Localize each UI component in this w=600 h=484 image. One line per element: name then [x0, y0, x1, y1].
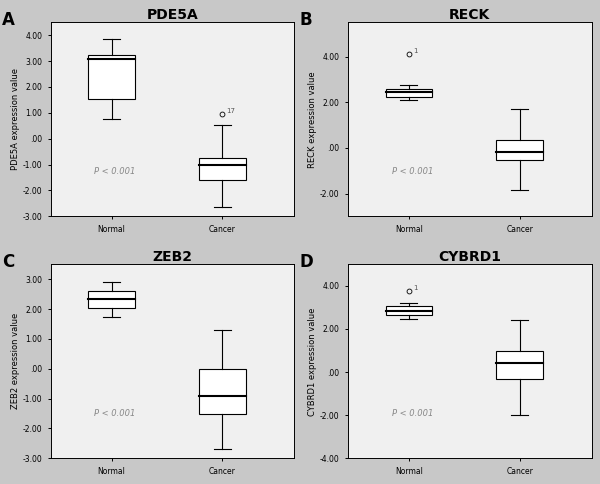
Text: D: D: [299, 253, 313, 271]
Bar: [496, 350, 543, 378]
Y-axis label: ZEB2 expression value: ZEB2 expression value: [11, 313, 20, 409]
Text: 17: 17: [227, 108, 236, 114]
Text: 1: 1: [413, 285, 418, 291]
Y-axis label: CYBRD1 expression value: CYBRD1 expression value: [308, 307, 317, 416]
Y-axis label: RECK expression value: RECK expression value: [308, 71, 317, 167]
Bar: [386, 89, 432, 96]
Y-axis label: PDE5A expression value: PDE5A expression value: [11, 68, 20, 170]
Bar: [88, 291, 135, 308]
Text: P < 0.001: P < 0.001: [94, 408, 136, 418]
Text: A: A: [2, 11, 15, 29]
Title: ZEB2: ZEB2: [152, 250, 193, 264]
Bar: [386, 306, 432, 315]
Bar: [88, 55, 135, 99]
Text: C: C: [2, 253, 14, 271]
Text: P < 0.001: P < 0.001: [392, 166, 433, 176]
Bar: [199, 369, 245, 413]
Title: RECK: RECK: [449, 8, 490, 22]
Text: P < 0.001: P < 0.001: [392, 408, 433, 418]
Title: PDE5A: PDE5A: [146, 8, 199, 22]
Text: 1: 1: [413, 48, 418, 54]
Text: B: B: [299, 11, 311, 29]
Bar: [496, 140, 543, 160]
Title: CYBRD1: CYBRD1: [438, 250, 501, 264]
Text: P < 0.001: P < 0.001: [94, 166, 136, 176]
Bar: [199, 158, 245, 180]
